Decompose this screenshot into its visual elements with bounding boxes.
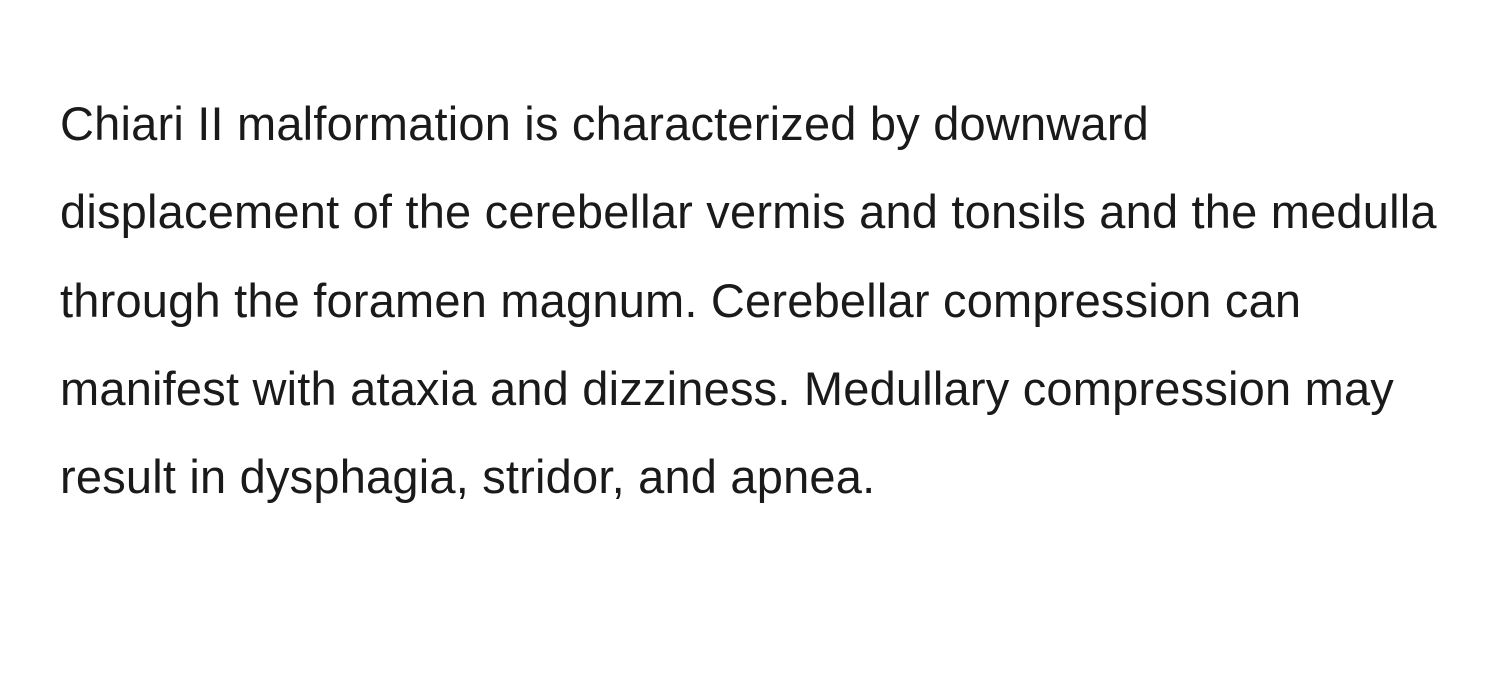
body-paragraph: Chiari II malformation is characterized … (60, 80, 1440, 522)
